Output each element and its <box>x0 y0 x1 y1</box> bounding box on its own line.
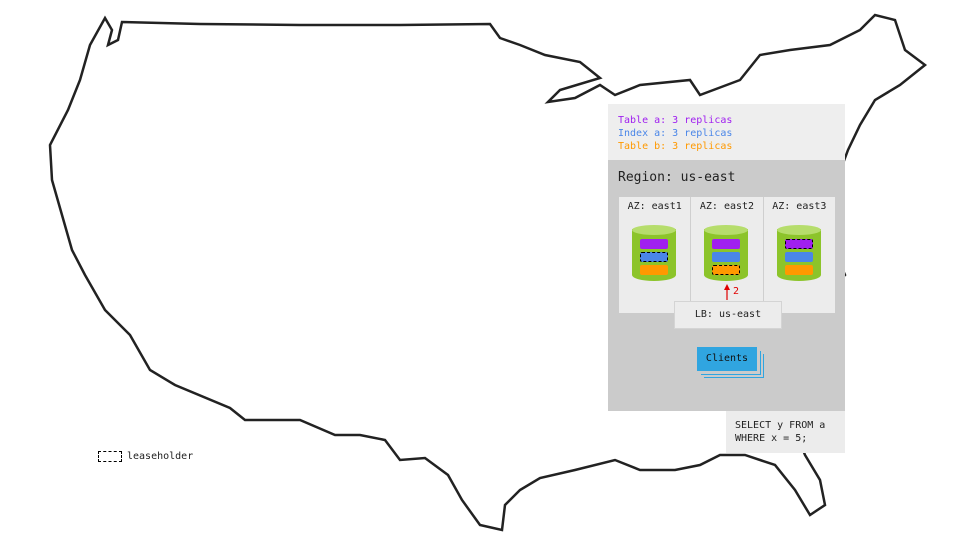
az-label: AZ: east1 <box>627 201 682 212</box>
region-us-east: Region: us-east AZ: east1 AZ: east2 AZ: … <box>608 160 845 411</box>
sql-line-2: WHERE x = 5; <box>735 433 808 444</box>
az-label: AZ: east3 <box>772 201 827 212</box>
leaseholder-legend: leaseholder <box>98 451 193 462</box>
database-cylinder <box>776 225 821 285</box>
sql-line-1: SELECT y FROM a <box>735 420 826 431</box>
clients-node: Clients <box>697 347 757 371</box>
load-balancer: LB: us-east <box>674 301 782 329</box>
replica-bar <box>784 265 813 275</box>
replica-bar <box>640 252 668 262</box>
az-east1: AZ: east1 <box>619 197 692 313</box>
database-cylinder <box>704 225 749 285</box>
arrow-label: 2 <box>733 286 740 297</box>
replica-bar <box>712 252 741 262</box>
replica-table-a: Table a: 3 replicas <box>618 115 733 126</box>
replica-bar <box>640 239 668 249</box>
replica-index-a: Index a: 3 replicas <box>618 128 733 139</box>
region-title: Region: us-east <box>618 170 736 185</box>
database-cylinder <box>632 225 676 285</box>
replica-bar <box>784 252 813 262</box>
replica-bar <box>784 239 813 249</box>
replica-legend: Table a: 3 replicas Index a: 3 replicas … <box>608 104 845 160</box>
leaseholder-label: leaseholder <box>127 451 194 462</box>
replica-bar <box>712 239 741 249</box>
request-arrow <box>724 284 730 300</box>
sql-query: SELECT y FROM a WHERE x = 5; <box>726 411 845 453</box>
replica-bar <box>712 265 741 275</box>
replica-bar <box>640 265 668 275</box>
replica-table-b: Table b: 3 replicas <box>618 141 733 152</box>
az-label: AZ: east2 <box>699 201 755 212</box>
az-east3: AZ: east3 <box>764 197 835 313</box>
az-east2: AZ: east2 <box>691 197 764 313</box>
dashed-box-icon <box>98 451 122 462</box>
arrow-head-icon <box>724 284 730 290</box>
